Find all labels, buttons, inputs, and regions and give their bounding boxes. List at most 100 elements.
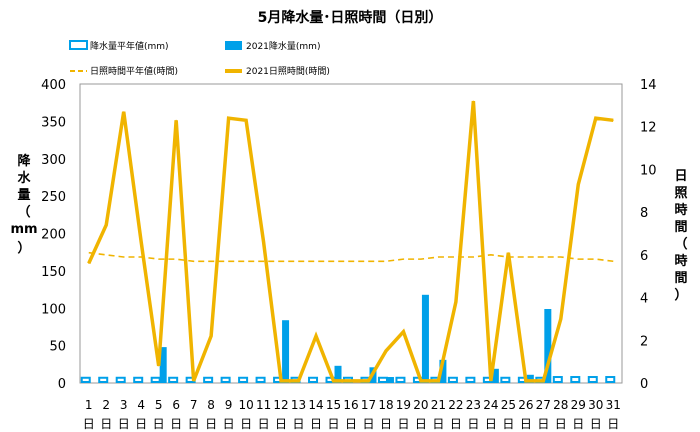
x-tick-18: 18 [378,398,393,412]
right-axis-label-char-3: 間 [674,220,687,235]
bar-normal-precip-30 [587,376,598,383]
x-tick-suffix-28: 日 [555,417,567,431]
left-axis-label-char-1: 水 [17,170,31,186]
right-axis-label-char-7: ） [674,287,687,303]
plot-frame [79,83,623,384]
x-tick-suffix-5: 日 [153,417,165,431]
point-2021-sunshine-7 [193,380,195,382]
x-tick-suffix-20: 日 [415,417,427,431]
left-axis-ticks: 0 50 100 150 200 250 300 350 400 [41,78,66,392]
x-tick-suffix-10: 日 [240,417,252,431]
left-tick-300: 300 [41,153,66,168]
left-axis-label-char-4: mm [10,222,37,237]
x-tick-suffix-7: 日 [188,417,200,431]
x-tick-suffix-23: 日 [467,417,479,431]
bar-normal-precip-3 [115,376,126,383]
point-2021-sunshine-14 [315,335,317,337]
x-tick-suffix-2: 日 [100,417,112,431]
bar-normal-precip-28 [552,376,563,383]
x-tick-4: 4 [137,398,145,412]
legend-label-2021-sunshine: 2021日照時間(時間) [246,66,330,77]
point-2021-sunshine-25 [507,252,509,254]
x-tick-28: 28 [553,398,568,412]
bar-2021-precip-5 [159,347,167,383]
x-tick-22: 22 [448,398,463,412]
x-tick-9: 9 [225,398,233,412]
x-tick-suffix-27: 日 [537,417,549,431]
x-tick-8: 8 [207,398,215,412]
bar-2021-precip-20 [421,294,429,383]
right-tick-2: 2 [640,334,648,349]
bar-normal-precip-22 [447,376,458,383]
legend-swatch-2021-precip [225,41,242,50]
point-2021-sunshine-3 [123,111,125,113]
x-tick-suffix-29: 日 [572,417,584,431]
x-tick-suffix-22: 日 [450,417,462,431]
point-2021-sunshine-28 [560,318,562,320]
point-2021-sunshine-18 [385,350,387,352]
bar-2021-precip-12 [282,320,290,383]
point-2021-sunshine-26 [525,380,527,382]
x-tick-suffix-17: 日 [362,417,374,431]
point-2021-sunshine-12 [280,380,282,382]
line-normal-sunshine [88,251,614,263]
bar-normal-precip-14 [308,376,319,383]
point-2021-sunshine-15 [333,380,335,382]
x-tick-suffix-15: 日 [328,417,340,431]
x-tick-suffix-9: 日 [223,417,235,431]
point-2021-sunshine-19 [402,331,404,333]
x-tick-13: 13 [291,398,306,412]
bar-2021-precip-24 [491,368,499,383]
right-tick-14: 14 [640,78,657,93]
bar-2021-precip-21 [439,359,447,383]
bar-normal-precip-6 [168,376,179,383]
point-2021-sunshine-27 [542,380,544,382]
bar-normal-precip-8 [203,376,214,383]
x-tick-suffix-13: 日 [293,417,305,431]
x-tick-20: 20 [413,398,428,412]
point-2021-sunshine-21 [437,380,439,382]
x-tick-suffix-11: 日 [258,417,270,431]
right-axis-label-char-6: 間 [674,271,687,286]
x-tick-suffix-21: 日 [432,417,444,431]
x-tick-6: 6 [172,398,180,412]
x-tick-suffix-16: 日 [345,417,357,431]
bar-normal-precip-11 [255,376,266,383]
bar-2021-precip-15 [334,365,342,383]
point-2021-sunshine-16 [350,380,352,382]
point-2021-sunshine-2 [105,224,107,226]
x-tick-15: 15 [326,398,341,412]
x-tick-24: 24 [483,398,498,412]
point-2021-sunshine-9 [228,117,230,119]
x-tick-11: 11 [256,398,271,412]
bar-normal-precip-25 [500,376,511,383]
left-tick-150: 150 [41,265,66,280]
x-tick-suffix-30: 日 [590,417,602,431]
x-tick-7: 7 [190,398,198,412]
x-tick-suffix-26: 日 [520,417,532,431]
right-tick-8: 8 [640,206,648,221]
point-2021-sunshine-5 [158,365,160,367]
x-tick-suffix-3: 日 [118,417,130,431]
x-tick-21: 21 [431,398,446,412]
point-2021-sunshine-6 [175,119,177,121]
x-tick-5: 5 [155,398,163,412]
x-tick-25: 25 [501,398,516,412]
right-axis-label-char-2: 時 [674,202,687,218]
x-tick-26: 26 [518,398,533,412]
left-tick-400: 400 [41,78,66,93]
x-tick-30: 30 [588,398,603,412]
x-tick-2: 2 [102,398,110,412]
right-tick-0: 0 [640,377,648,392]
point-2021-sunshine-13 [298,380,300,382]
right-tick-6: 6 [640,249,648,264]
right-axis-label-char-5: 時 [674,253,687,269]
point-2021-sunshine-8 [210,335,212,337]
x-tick-suffix-4: 日 [135,417,147,431]
bar-normal-precip-10 [238,376,249,383]
x-tick-16: 16 [343,398,358,412]
left-axis-label: 降水量（ mm ） [10,153,37,256]
bar-2021-precip-26 [526,374,534,383]
point-2021-sunshine-17 [367,380,369,382]
